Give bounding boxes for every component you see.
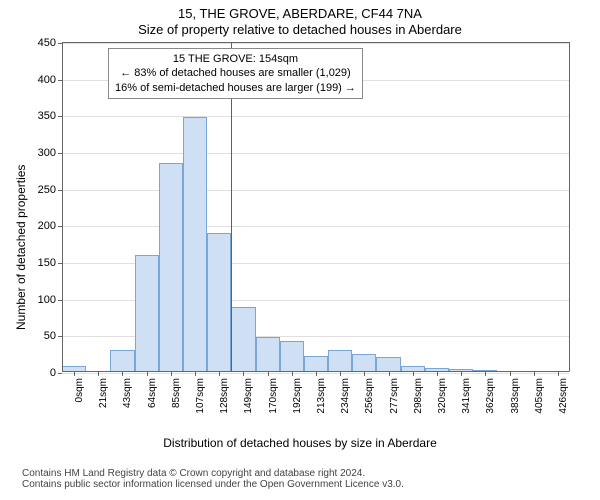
histogram-bar xyxy=(159,163,183,372)
y-axis-label: Number of detached properties xyxy=(14,165,28,330)
annotation-line2: ← 83% of detached houses are smaller (1,… xyxy=(115,66,356,80)
x-tick-mark xyxy=(389,372,390,376)
x-tick-label: 383sqm xyxy=(510,378,521,414)
x-tick-label: 64sqm xyxy=(147,378,158,408)
footer-line2: Contains public sector information licen… xyxy=(22,479,404,490)
x-tick-mark xyxy=(413,372,414,376)
histogram-bar xyxy=(110,350,134,372)
x-tick-label: 341sqm xyxy=(461,378,472,414)
x-tick-mark xyxy=(316,372,317,376)
y-tick-mark xyxy=(58,116,62,117)
x-tick-mark xyxy=(340,372,341,376)
x-tick-label: 0sqm xyxy=(74,378,85,402)
gridline xyxy=(62,190,569,191)
x-tick-mark xyxy=(195,372,196,376)
x-tick-mark xyxy=(485,372,486,376)
histogram-bar xyxy=(280,341,304,372)
gridline xyxy=(62,43,569,44)
y-tick-mark xyxy=(58,263,62,264)
histogram-bar xyxy=(304,356,328,372)
x-tick-label: 170sqm xyxy=(268,378,279,414)
histogram-bar xyxy=(207,233,231,372)
y-axis-line xyxy=(62,43,63,372)
footer-text: Contains HM Land Registry data © Crown c… xyxy=(22,468,404,490)
y-tick-mark xyxy=(58,43,62,44)
x-tick-mark xyxy=(461,372,462,376)
x-tick-label: 107sqm xyxy=(195,378,206,414)
annotation-line1: 15 THE GROVE: 154sqm xyxy=(115,52,356,66)
x-tick-label: 85sqm xyxy=(171,378,182,408)
histogram-bar xyxy=(256,337,280,372)
x-tick-mark xyxy=(171,372,172,376)
x-tick-label: 320sqm xyxy=(437,378,448,414)
x-tick-label: 277sqm xyxy=(389,378,400,414)
x-tick-label: 234sqm xyxy=(340,378,351,414)
page-title: 15, THE GROVE, ABERDARE, CF44 7NA xyxy=(0,6,600,21)
histogram-bar xyxy=(135,255,159,372)
x-tick-mark xyxy=(437,372,438,376)
x-tick-mark xyxy=(364,372,365,376)
x-tick-label: 256sqm xyxy=(364,378,375,414)
x-tick-label: 362sqm xyxy=(485,378,496,414)
x-tick-mark xyxy=(219,372,220,376)
y-tick-mark xyxy=(58,336,62,337)
x-tick-label: 192sqm xyxy=(292,378,303,414)
histogram-bar xyxy=(352,354,376,372)
x-tick-mark xyxy=(122,372,123,376)
histogram-bar xyxy=(328,350,352,372)
y-tick-mark xyxy=(58,190,62,191)
x-tick-mark xyxy=(268,372,269,376)
x-tick-label: 128sqm xyxy=(219,378,230,414)
x-tick-label: 149sqm xyxy=(243,378,254,414)
page-subtitle: Size of property relative to detached ho… xyxy=(0,22,600,37)
y-tick-mark xyxy=(58,300,62,301)
footer-line1: Contains HM Land Registry data © Crown c… xyxy=(22,468,404,479)
x-axis-label: Distribution of detached houses by size … xyxy=(0,436,600,450)
x-tick-mark xyxy=(243,372,244,376)
y-tick-mark xyxy=(58,226,62,227)
x-tick-mark xyxy=(98,372,99,376)
y-tick-mark xyxy=(58,373,62,374)
y-tick-mark xyxy=(58,153,62,154)
y-tick-mark xyxy=(58,80,62,81)
x-tick-label: 43sqm xyxy=(122,378,133,408)
gridline xyxy=(62,226,569,227)
histogram-bar xyxy=(376,357,400,372)
x-tick-mark xyxy=(558,372,559,376)
histogram-bar xyxy=(183,117,207,372)
x-tick-label: 405sqm xyxy=(534,378,545,414)
x-tick-mark xyxy=(510,372,511,376)
annotation-box: 15 THE GROVE: 154sqm ← 83% of detached h… xyxy=(108,48,363,99)
x-tick-mark xyxy=(292,372,293,376)
gridline xyxy=(62,153,569,154)
x-tick-mark xyxy=(147,372,148,376)
annotation-line3: 16% of semi-detached houses are larger (… xyxy=(115,81,356,95)
x-tick-label: 21sqm xyxy=(98,378,109,408)
x-tick-mark xyxy=(74,372,75,376)
x-tick-mark xyxy=(534,372,535,376)
x-tick-label: 426sqm xyxy=(558,378,569,414)
gridline xyxy=(62,116,569,117)
x-tick-label: 213sqm xyxy=(316,378,327,414)
histogram-bar xyxy=(231,307,255,372)
x-tick-label: 298sqm xyxy=(413,378,424,414)
